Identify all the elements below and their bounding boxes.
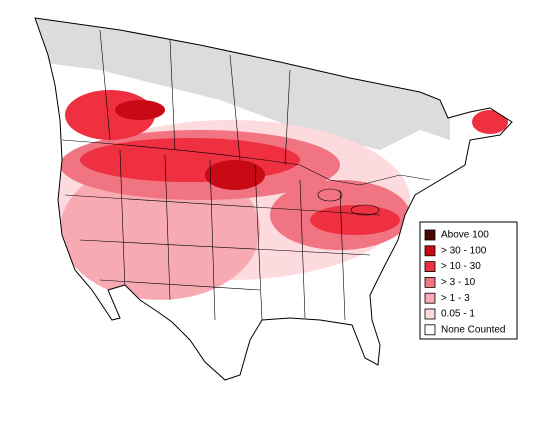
borders [61,29,431,321]
legend-label: None Counted [441,324,506,335]
legend-swatch [424,308,436,320]
legend: Above 100 > 30 - 100 > 10 - 30 > 3 - 10 > 1 … [419,221,518,340]
legend-label: Above 100 [441,230,489,241]
legend-label: > 30 - 100 [441,245,487,256]
legend-swatch [424,292,436,304]
legend-label: > 1 - 3 [441,293,470,304]
legend-swatch [424,245,436,257]
legend-swatch [424,276,436,288]
legend-swatch [424,229,436,241]
legend-swatch [424,324,436,336]
legend-label: > 3 - 10 [441,277,476,288]
legend-box [419,221,518,340]
legend-swatch [424,261,436,273]
legend-label: > 10 - 30 [441,261,481,272]
legend-label: 0.05 - 1 [441,309,475,320]
